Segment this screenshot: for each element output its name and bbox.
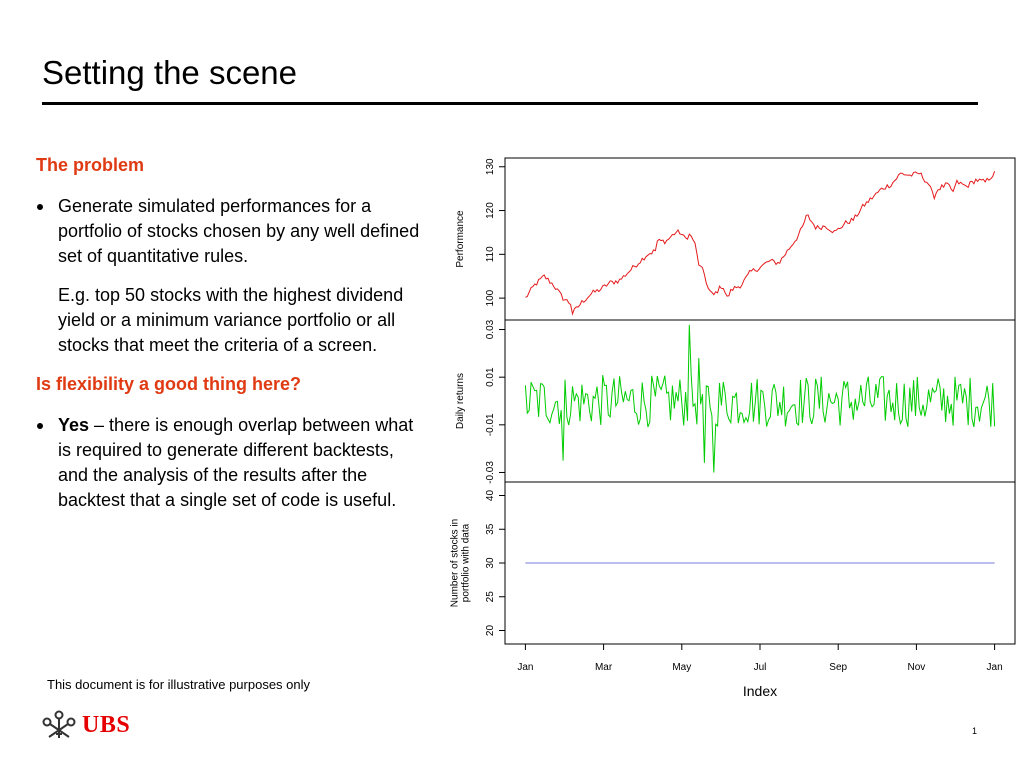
x-tick-label: Mar <box>595 662 613 673</box>
bullet-yes-text: – there is enough overlap between what i… <box>58 415 414 510</box>
ubs-logo: UBS <box>42 710 130 740</box>
heading-flexibility: Is flexibility a good thing here? <box>36 374 302 394</box>
x-axis-label: Index <box>743 683 777 699</box>
yes-label: Yes <box>58 415 90 435</box>
x-tick-label: Jul <box>754 662 767 673</box>
y-tick-label: 40 <box>485 490 496 502</box>
panel-0-series-line <box>525 171 996 316</box>
bullet-yes: Yes – there is enough overlap between wh… <box>36 413 426 513</box>
y-tick-label: 130 <box>485 158 496 175</box>
panel-1-series-line <box>524 324 996 473</box>
heading-problem: The problem <box>36 155 145 175</box>
panel-0-frame <box>504 157 1016 321</box>
bullet-dot-icon <box>37 423 43 429</box>
y-tick-label: 35 <box>485 523 496 535</box>
x-tick-label: May <box>672 662 691 673</box>
bullet-dot-icon <box>37 204 43 210</box>
slide-title: Setting the scene <box>42 54 298 91</box>
page-number: 1 <box>972 726 978 736</box>
y-tick-label: -0.03 <box>485 461 496 484</box>
x-tick-label: Jan <box>517 662 533 673</box>
keys-icon <box>42 710 76 738</box>
y-tick-label: 120 <box>485 202 496 219</box>
example-paragraph: E.g. top 50 stocks with the highest divi… <box>58 285 404 355</box>
y-tick-label: 20 <box>485 625 496 637</box>
footnote: This document is for illustrative purpos… <box>47 677 311 692</box>
performance-chart: 100 110 120 130 Performance -0.03 -0.01 0.01 0.0… <box>450 157 1016 699</box>
y-axis-label: Number of stocks in <box>450 519 461 607</box>
title-rule <box>42 102 978 105</box>
logo-text: UBS <box>82 711 131 738</box>
y-tick-label: -0.01 <box>485 413 496 436</box>
y-axis-label: Performance <box>455 210 466 268</box>
x-tick-label: Nov <box>908 662 926 673</box>
bullet-generate: Generate simulated performances for a po… <box>36 194 426 269</box>
x-tick-label: Sep <box>829 662 847 673</box>
bullet-generate-text: Generate simulated performances for a po… <box>58 196 420 266</box>
y-axis-label: portfolio with data <box>461 523 472 602</box>
text-column: The problem Generate simulated performan… <box>36 150 426 513</box>
y-tick-label: 25 <box>485 591 496 603</box>
y-tick-label: 0.03 <box>485 319 496 339</box>
x-tick-label: Jan <box>987 662 1003 673</box>
y-tick-label: 110 <box>485 246 496 262</box>
y-tick-label: 0.01 <box>485 367 496 387</box>
y-tick-label: 100 <box>485 289 496 306</box>
y-axis-label: Daily returns <box>455 373 466 429</box>
y-tick-label: 30 <box>485 557 496 569</box>
